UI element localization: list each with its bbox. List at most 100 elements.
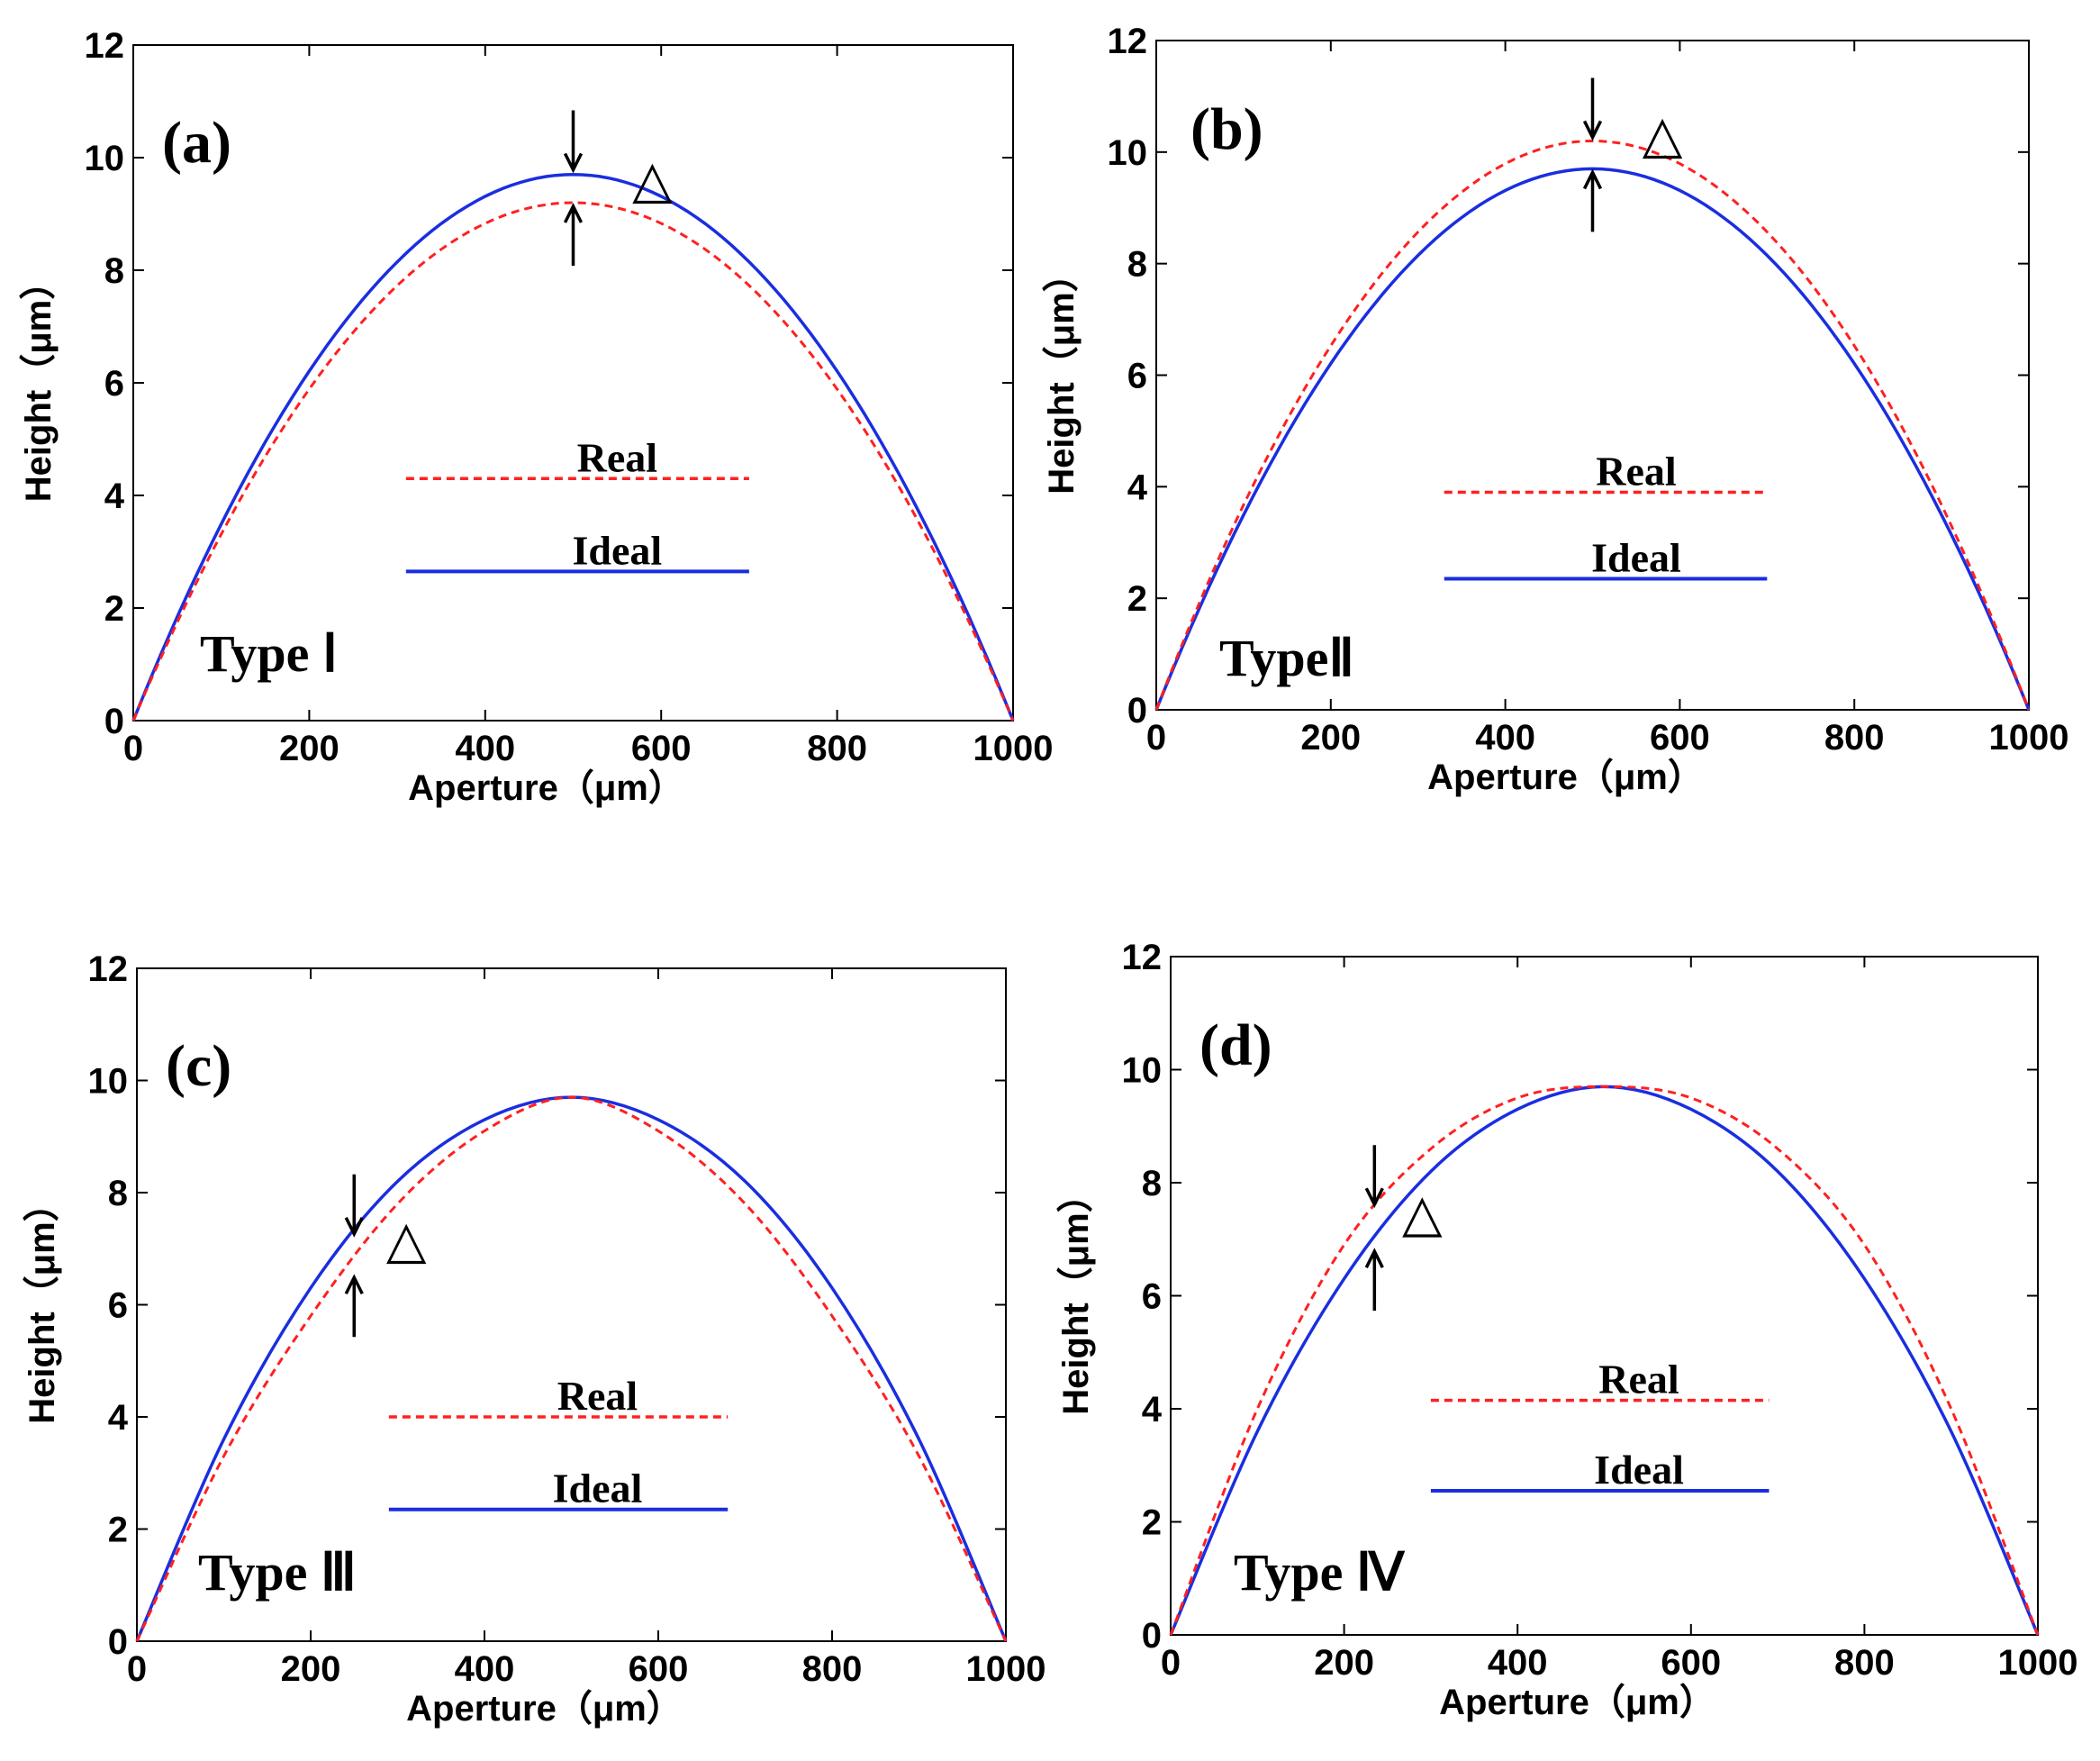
- x-axis-label: Aperture（μm）: [408, 768, 684, 808]
- x-tick-label: 800: [807, 729, 867, 768]
- y-tick-label: 12: [85, 26, 125, 66]
- legend-ideal-label: Ideal: [1594, 1447, 1684, 1493]
- y-tick-label: 0: [1127, 691, 1147, 731]
- y-tick-label: 4: [108, 1398, 129, 1438]
- x-tick-label: 400: [1475, 718, 1535, 758]
- y-tick-label: 2: [1127, 579, 1147, 619]
- y-tick-label: 6: [1127, 357, 1147, 396]
- y-tick-label: 4: [1142, 1390, 1163, 1430]
- y-tick-label: 0: [1142, 1616, 1162, 1656]
- y-axis-label: Height（μm）: [1056, 1176, 1096, 1414]
- x-tick-label: 0: [127, 1649, 147, 1689]
- y-tick-label: 0: [108, 1622, 128, 1662]
- x-tick-label: 200: [281, 1649, 341, 1689]
- type-label: TypeⅡ: [1219, 629, 1354, 687]
- y-tick-label: 10: [1108, 133, 1148, 173]
- up-arrow-icon: [1364, 1248, 1384, 1312]
- x-tick-label: 200: [1300, 718, 1361, 758]
- y-tick-label: 0: [104, 702, 124, 741]
- delta-triangle-annotation: △: [632, 149, 673, 210]
- y-axis-label: Height（μm）: [1042, 256, 1082, 494]
- plot-frame: [136, 967, 1007, 1642]
- chart-panel-4: 0 200 400 600 800 1000 0 2 4 6 8 10 12 Aperture（μm） He…: [1056, 938, 2077, 1722]
- down-arrow-icon: [1364, 1145, 1384, 1209]
- panel-tag: (a): [162, 110, 231, 176]
- y-tick-label: 2: [1142, 1503, 1162, 1543]
- x-tick-label: 400: [455, 729, 515, 768]
- type-label: Type Ⅰ: [200, 624, 338, 683]
- panel-tag: (c): [166, 1033, 231, 1099]
- type-label: Type Ⅳ: [1234, 1543, 1406, 1602]
- y-tick-label: 8: [1142, 1164, 1162, 1203]
- chart-panel-2: 0 200 400 600 800 1000 0 2 4 6 8 10 12 Aperture（μm） He…: [1042, 22, 2068, 797]
- x-tick-label: 0: [123, 729, 143, 768]
- x-tick-label: 200: [279, 729, 339, 768]
- y-tick-label: 12: [1108, 22, 1148, 61]
- x-tick-label: 400: [1488, 1643, 1548, 1683]
- legend-real-label: Real: [577, 434, 657, 480]
- down-arrow-icon: [563, 110, 584, 174]
- y-tick-label: 2: [108, 1511, 128, 1550]
- x-tick-label: 800: [1824, 718, 1885, 758]
- down-arrow-icon: [1582, 77, 1603, 141]
- series-ideal-line: [131, 173, 1015, 722]
- y-tick-label: 12: [1122, 938, 1163, 977]
- y-tick-label: 12: [88, 949, 129, 989]
- x-tick-label: 800: [802, 1649, 863, 1689]
- x-tick-label: 1000: [1989, 718, 2069, 758]
- series-real-line: [131, 201, 1015, 722]
- x-tick-label: 600: [1650, 718, 1710, 758]
- y-axis-label: Height（μm）: [19, 264, 59, 502]
- y-tick-label: 4: [104, 477, 125, 516]
- y-tick-label: 6: [104, 364, 124, 404]
- y-tick-label: 8: [1127, 245, 1147, 285]
- series-real-line: [1169, 1085, 2040, 1636]
- y-tick-label: 10: [88, 1062, 129, 1102]
- legend-real-label: Real: [1598, 1357, 1679, 1402]
- y-tick-label: 6: [108, 1286, 128, 1326]
- legend-ideal-label: Ideal: [573, 527, 663, 573]
- x-tick-label: 400: [455, 1649, 515, 1689]
- chart-panel-3: 0 200 400 600 800 1000 0 2 4 6 8 10 12 Aperture（μm） He…: [23, 949, 1045, 1729]
- down-arrow-icon: [344, 1174, 364, 1238]
- y-tick-label: 4: [1127, 467, 1148, 507]
- legend-ideal-label: Ideal: [553, 1466, 643, 1511]
- x-axis-label: Aperture（μm）: [1427, 758, 1704, 797]
- panel-tag: (d): [1199, 1012, 1272, 1078]
- legend-ideal-label: Ideal: [1591, 534, 1681, 580]
- x-tick-label: 0: [1146, 718, 1166, 758]
- x-tick-label: 1000: [1998, 1643, 2078, 1683]
- up-arrow-icon: [344, 1274, 364, 1338]
- y-axis-label: Height（μm）: [23, 1185, 62, 1423]
- y-tick-label: 8: [108, 1174, 128, 1213]
- y-tick-label: 10: [85, 139, 125, 178]
- x-tick-label: 1000: [966, 1649, 1046, 1689]
- x-axis-label: Aperture（μm）: [406, 1689, 683, 1729]
- delta-triangle-annotation: △: [1643, 104, 1683, 165]
- legend-real-label: Real: [557, 1373, 638, 1419]
- x-tick-label: 200: [1314, 1643, 1374, 1683]
- delta-triangle-annotation: △: [1402, 1182, 1443, 1243]
- type-label: Type Ⅲ: [198, 1543, 357, 1602]
- plot-frame: [1170, 956, 2039, 1636]
- y-tick-label: 6: [1142, 1277, 1162, 1317]
- up-arrow-icon: [563, 203, 584, 266]
- x-tick-label: 600: [629, 1649, 689, 1689]
- x-tick-label: 600: [631, 729, 692, 768]
- series-ideal-line: [1154, 167, 2031, 711]
- x-tick-label: 800: [1834, 1643, 1895, 1683]
- x-tick-label: 1000: [973, 729, 1054, 768]
- series-real-line: [135, 1095, 1008, 1642]
- y-tick-label: 10: [1122, 1051, 1163, 1091]
- x-tick-label: 600: [1661, 1643, 1721, 1683]
- series-real-line: [1154, 139, 2031, 711]
- x-axis-label: Aperture（μm）: [1439, 1683, 1715, 1722]
- y-tick-label: 2: [104, 589, 124, 629]
- x-tick-label: 0: [1161, 1643, 1181, 1683]
- legend-real-label: Real: [1596, 449, 1676, 495]
- panel-tag: (b): [1190, 96, 1263, 162]
- delta-triangle-annotation: △: [386, 1209, 427, 1270]
- y-tick-label: 8: [104, 251, 124, 291]
- chart-panel-1: 0 200 400 600 800 1000 0 2 4 6 8 10 12 Aperture（μm） He…: [19, 26, 1053, 808]
